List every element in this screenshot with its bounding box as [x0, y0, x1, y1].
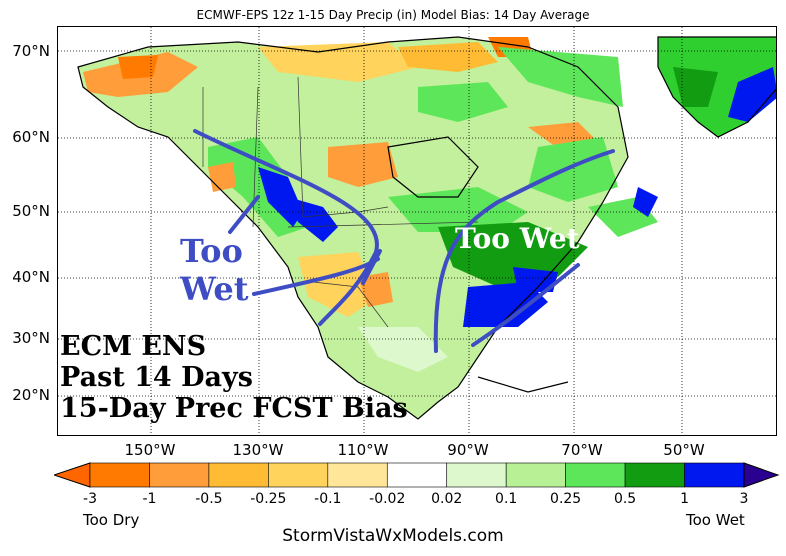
too-dry-label: Too Dry: [83, 511, 140, 529]
precip-bias-map: [58, 27, 776, 435]
colorbar-cell: [208, 462, 269, 488]
info-line-1: ECM ENS: [60, 331, 207, 362]
info-line-2: Past 14 Days: [60, 362, 253, 393]
colorbar: [54, 462, 780, 488]
colorbar-cell: [446, 462, 507, 488]
lat-label-60: 60°N: [12, 128, 50, 146]
colorbar-cell: [327, 462, 388, 488]
colorbar-tick-label: 0.5: [613, 491, 637, 507]
colorbar-cell: [149, 462, 210, 488]
colorbar-tick-label: 1: [680, 491, 689, 507]
info-line-3: 15-Day Prec FCST Bias: [60, 393, 408, 424]
colorbar-tick-label: -0.25: [250, 491, 287, 507]
lon-label-90w: 90°W: [447, 441, 489, 459]
lat-label-40: 40°N: [12, 268, 50, 286]
colorbar-cells: [89, 462, 745, 488]
lon-label-150w: 150°W: [124, 441, 176, 459]
colorbar-tick-label: -1: [142, 491, 157, 507]
too-wet-west-line-2: Wet: [180, 270, 249, 308]
lon-label-130w: 130°W: [232, 441, 284, 459]
colorbar-cell: [684, 462, 745, 488]
colorbar-tick-label: 3: [739, 491, 749, 507]
west-bracket-arc: [193, 129, 379, 326]
colorbar-cell: [386, 462, 448, 488]
too-wet-west-label: Too Wet: [180, 232, 248, 308]
colorbar-cell: [565, 462, 626, 488]
colorbar-tick-label: -0.1: [314, 491, 342, 507]
too-wet-west-line-1: Too: [180, 232, 243, 270]
coastlines: [77, 36, 776, 420]
lon-label-110w: 110°W: [337, 441, 389, 459]
lon-label-50w: 50°W: [663, 441, 705, 459]
too-wet-east-label: Too Wet: [455, 222, 580, 255]
colorbar-cell: [505, 462, 566, 488]
graticule: [58, 27, 776, 435]
footer-credit: StormVistaWxModels.com: [282, 526, 504, 546]
lat-label-50: 50°N: [12, 202, 50, 220]
bias-patches: [83, 37, 776, 372]
east-bracket-arc: [433, 149, 615, 353]
too-wet-label: Too Wet: [686, 511, 745, 529]
colorbar-over-arrow: [743, 462, 780, 488]
lat-label-20: 20°N: [12, 386, 50, 404]
colorbar-under-arrow: [54, 462, 91, 488]
lon-label-70w: 70°W: [561, 441, 603, 459]
colorbar-cell: [624, 462, 685, 488]
colorbar-cell: [268, 462, 329, 488]
lat-label-30: 30°N: [12, 329, 50, 347]
colorbar-tick-label: 0.25: [550, 491, 582, 507]
colorbar-tick-label: -0.02: [369, 491, 406, 507]
annotation-lines: [193, 129, 615, 353]
colorbar-tick-label: 0.1: [495, 491, 518, 507]
colorbar-tick-label: -3: [83, 491, 97, 507]
lat-label-70: 70°N: [12, 42, 50, 60]
map-panel: [57, 26, 777, 436]
colorbar-tick-label: -0.5: [195, 491, 223, 507]
info-block: ECM ENS Past 14 Days 15-Day Prec FCST Bi…: [60, 331, 408, 424]
map-title: ECMWF-EPS 12z 1-15 Day Precip (in) Model…: [196, 8, 590, 22]
colorbar-tick-label: 0.02: [431, 491, 463, 507]
colorbar-cell: [89, 462, 150, 488]
